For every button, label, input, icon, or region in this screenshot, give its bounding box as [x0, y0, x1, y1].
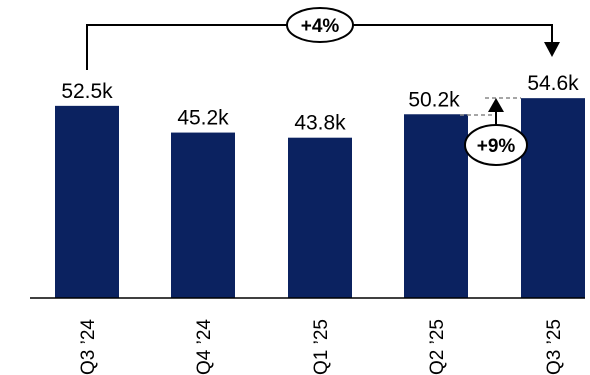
- x-tick-label-1: Q3 ’24: [78, 319, 99, 375]
- x-tick-label-2: Q4 ’24: [194, 319, 215, 375]
- value-label-2: 45.2k: [177, 107, 229, 130]
- bar-1: [55, 105, 119, 298]
- qoq-change-bubble: [464, 124, 528, 166]
- overall-change-arrowhead: [544, 42, 560, 57]
- x-tick-labels-group: Q3 ’24 Q4 ’24 Q1 ’25 Q2 ’25 Q3 ’25: [78, 319, 565, 375]
- x-tick-label-5: Q3 ’25: [544, 319, 565, 375]
- x-tick-label-4: Q2 ’25: [427, 319, 448, 375]
- value-labels-group: 52.5k 45.2k 43.8k 50.2k 54.6k: [61, 72, 579, 135]
- bar-3: [288, 137, 352, 298]
- overall-change-bubble: [286, 7, 354, 43]
- x-tick-label-3: Q1 ’25: [311, 319, 332, 375]
- bar-4: [404, 114, 468, 298]
- overall-change-callout: +4%: [86, 7, 560, 70]
- qoq-change-label: +9%: [477, 136, 516, 157]
- value-label-4: 50.2k: [408, 88, 460, 111]
- value-label-1: 52.5k: [61, 80, 113, 103]
- qoq-arrowhead: [488, 98, 504, 112]
- overall-change-label: +4%: [301, 16, 340, 37]
- bar-5: [521, 98, 585, 298]
- bars-group: [55, 98, 585, 298]
- value-label-5: 54.6k: [527, 72, 579, 95]
- value-label-3: 43.8k: [294, 112, 346, 135]
- bar-2: [171, 132, 235, 298]
- qoq-change-callout: +9%: [460, 97, 528, 166]
